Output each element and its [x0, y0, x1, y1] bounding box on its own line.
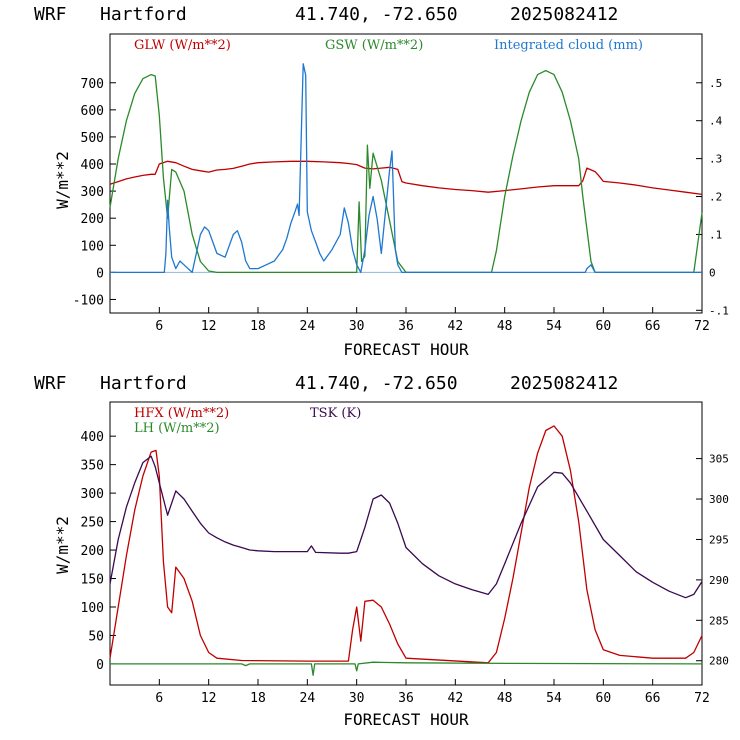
series-line-1: [109, 69, 703, 274]
y-tick-label: 700: [81, 77, 104, 92]
y-tick-label: 250: [81, 516, 104, 531]
y-tick-label: 300: [81, 185, 104, 200]
panel2-legend-hfx: HFX (W/m**2): [134, 406, 229, 421]
x-tick-label: 48: [497, 319, 513, 334]
x-tick-label: 60: [596, 319, 612, 334]
x-tick-label: 42: [448, 691, 464, 706]
y-tick-label: 400: [81, 158, 104, 173]
x-tick-label: 12: [201, 319, 217, 334]
right-y-tick-label: 0: [709, 266, 716, 279]
x-tick-label: 54: [546, 319, 562, 334]
x-tick-label: 30: [349, 691, 365, 706]
panel1-right-y-ticks: -.1 0 .1 .2 .3 .4 .5: [696, 77, 729, 317]
panel2-run-label: 2025082412: [510, 373, 618, 394]
right-y-tick-label: 285: [709, 614, 729, 627]
right-y-tick-label: .2: [709, 191, 722, 204]
y-tick-label: 200: [81, 212, 104, 227]
right-y-tick-label: 295: [709, 533, 729, 546]
right-y-tick-label: .3: [709, 153, 722, 166]
y-tick-label: 600: [81, 104, 104, 119]
x-tick-label: 72: [694, 691, 710, 706]
x-tick-label: 30: [349, 319, 365, 334]
y-tick-label: 100: [81, 239, 104, 254]
right-y-tick-label: .1: [709, 228, 722, 241]
panel1-legend-gsw: GSW (W/m**2): [325, 38, 423, 53]
panel1-legend-glw: GLW (W/m**2): [134, 38, 231, 53]
right-y-tick-label: 300: [709, 493, 729, 506]
panel1-run-label: 2025082412: [510, 4, 618, 25]
y-tick-label: 350: [81, 459, 104, 474]
panel2-legend-tsk: TSK (K): [310, 406, 361, 421]
panel2-y-ticks: 0 50 100 150 200 250 300 350 400: [81, 430, 116, 673]
y-tick-label: 300: [81, 487, 104, 502]
series-line-2: [110, 63, 702, 274]
panel1-model-label: WRF: [34, 4, 67, 25]
panel1-x-ticks: 6 12 18 24 30 36 42 48 54 60 66 72: [155, 307, 710, 334]
y-tick-label: 500: [81, 131, 104, 146]
right-y-tick-label: 305: [709, 453, 729, 466]
panel2-model-label: WRF: [34, 373, 67, 394]
x-tick-label: 60: [596, 691, 612, 706]
x-tick-label: 66: [645, 691, 661, 706]
right-y-tick-label: 290: [709, 574, 729, 587]
panel2-legend-lh: LH (W/m**2): [134, 421, 220, 436]
x-tick-label: 18: [250, 691, 266, 706]
right-y-tick-label: 280: [709, 655, 729, 668]
x-tick-label: 12: [201, 691, 217, 706]
series-line-2: [109, 455, 703, 599]
x-tick-label: 36: [398, 691, 414, 706]
x-tick-label: 18: [250, 319, 266, 334]
radiation-cloud-panel: WRF Hartford 41.740, -72.650 2025082412 …: [34, 4, 729, 359]
x-tick-label: 54: [546, 691, 562, 706]
y-tick-label: 400: [81, 430, 104, 445]
panel2-series-lines: [109, 425, 703, 676]
y-tick-label: 0: [96, 266, 104, 281]
panel1-station-label: Hartford: [100, 4, 187, 25]
panel2-station-label: Hartford: [100, 373, 187, 394]
x-tick-label: 24: [300, 691, 316, 706]
y-tick-label: 0: [96, 658, 104, 673]
series-line-1: [110, 661, 703, 676]
y-tick-label: 150: [81, 573, 104, 588]
x-tick-label: 72: [694, 319, 710, 334]
x-tick-label: 24: [300, 319, 316, 334]
right-y-tick-label: .5: [709, 77, 722, 90]
y-tick-label: -100: [73, 293, 104, 308]
panel1-coords-label: 41.740, -72.650: [295, 4, 458, 25]
flux-skin-temp-panel: WRF Hartford 41.740, -72.650 2025082412 …: [34, 373, 729, 729]
panel2-y-axis-label: W/m**2: [53, 516, 72, 574]
panel1-plot-frame: [109, 33, 703, 314]
panel2-x-ticks: 6 12 18 24 30 36 42 48 54 60 66 72: [155, 679, 710, 706]
x-tick-label: 48: [497, 691, 513, 706]
panel1-x-axis-label: FORECAST HOUR: [343, 340, 469, 359]
panel2-x-axis-label: FORECAST HOUR: [343, 710, 469, 729]
x-tick-label: 36: [398, 319, 414, 334]
right-y-tick-label: .4: [709, 115, 723, 128]
series-line-0: [109, 425, 703, 664]
y-tick-label: 100: [81, 601, 104, 616]
y-tick-label: 50: [88, 629, 104, 644]
panel2-right-y-ticks: 280 285 290 295 300 305: [696, 453, 729, 668]
panel1-series-lines: [109, 63, 703, 274]
panel2-plot-frame: [109, 401, 703, 686]
x-tick-label: 42: [448, 319, 464, 334]
series-line-0: [109, 160, 703, 196]
x-tick-label: 66: [645, 319, 661, 334]
panel1-y-axis-label: W/m**2: [53, 151, 72, 209]
panel2-coords-label: 41.740, -72.650: [295, 373, 458, 394]
panel1-legend-cloud: Integrated cloud (mm): [494, 38, 643, 53]
right-y-tick-label: -.1: [709, 304, 729, 317]
x-tick-label: 6: [155, 691, 163, 706]
x-tick-label: 6: [155, 319, 163, 334]
y-tick-label: 200: [81, 544, 104, 559]
